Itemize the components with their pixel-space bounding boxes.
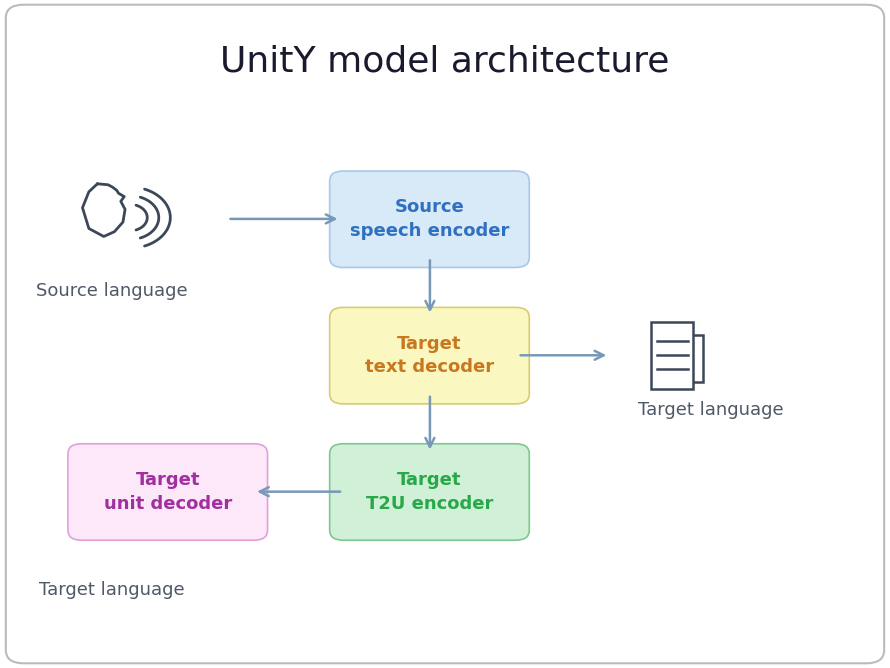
Text: Source language: Source language	[36, 282, 188, 300]
Text: Target
unit decoder: Target unit decoder	[103, 471, 232, 513]
Text: Target language: Target language	[638, 401, 784, 419]
FancyBboxPatch shape	[329, 307, 530, 404]
Text: Target
T2U encoder: Target T2U encoder	[366, 471, 493, 513]
FancyBboxPatch shape	[689, 335, 703, 382]
FancyBboxPatch shape	[329, 444, 530, 540]
Text: Target language: Target language	[39, 581, 185, 599]
Text: Target
text decoder: Target text decoder	[365, 335, 494, 377]
Text: Source
speech encoder: Source speech encoder	[350, 198, 509, 240]
FancyBboxPatch shape	[329, 171, 530, 267]
Text: UnitY model architecture: UnitY model architecture	[221, 44, 669, 78]
FancyBboxPatch shape	[6, 5, 884, 663]
FancyBboxPatch shape	[651, 322, 693, 389]
FancyBboxPatch shape	[68, 444, 268, 540]
